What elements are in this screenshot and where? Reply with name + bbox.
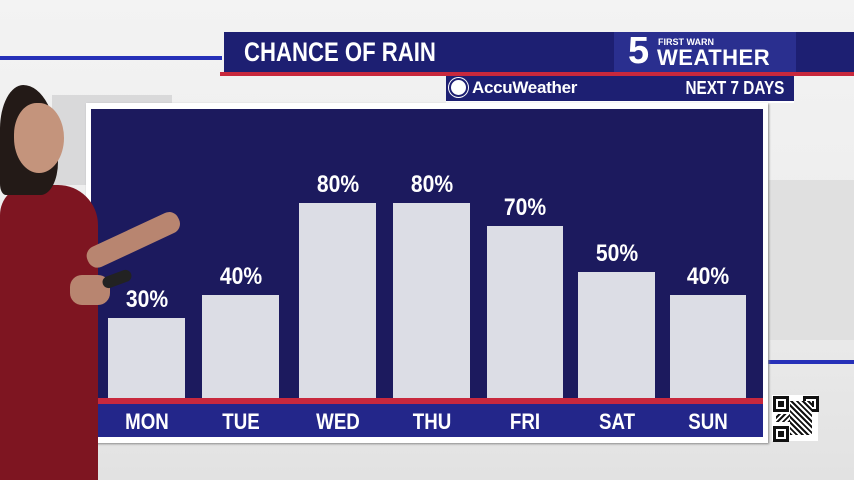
day-label-thu: THU bbox=[412, 409, 452, 434]
day-label-mon: MON bbox=[125, 409, 169, 434]
qr-code[interactable] bbox=[772, 395, 819, 442]
accuweather-sun-icon bbox=[451, 80, 466, 95]
presenter bbox=[0, 85, 134, 480]
logo-tagline: FIRST WARN bbox=[658, 37, 714, 47]
decorative-line bbox=[768, 360, 854, 364]
day-label-tue: TUE bbox=[222, 409, 260, 434]
station-logo: 5 FIRST WARN WEATHER bbox=[614, 30, 796, 72]
day-label-fri: FRI bbox=[509, 409, 541, 434]
bar-tue bbox=[202, 295, 279, 398]
bar-mon bbox=[108, 318, 185, 398]
qr-finder bbox=[773, 396, 789, 412]
presenter-dress bbox=[0, 185, 98, 480]
chart-title: CHANCE OF RAIN bbox=[244, 37, 436, 67]
logo-number: 5 bbox=[628, 30, 650, 72]
bar-fri bbox=[487, 226, 563, 398]
qr-data bbox=[790, 401, 812, 435]
bar-thu bbox=[393, 203, 470, 398]
day-label-sat: SAT bbox=[598, 409, 636, 434]
qr-data bbox=[776, 414, 790, 422]
logo-weather: WEATHER bbox=[657, 45, 771, 70]
chart-baseline bbox=[91, 398, 763, 404]
subtitle-bar: AccuWeather NEXT 7 DAYS bbox=[446, 76, 794, 103]
chart-area: 30% 40% 80% 80% 70% 50% 40% MON TUE WED … bbox=[91, 109, 763, 437]
qr-finder bbox=[773, 426, 789, 442]
title-underline bbox=[220, 72, 854, 76]
presenter-face bbox=[14, 103, 64, 173]
bar-wed bbox=[299, 203, 376, 398]
bar-value-label: 50% bbox=[595, 240, 639, 267]
bar-value-label: 80% bbox=[316, 171, 360, 198]
day-label-band bbox=[91, 404, 763, 437]
chart-frame: 30% 40% 80% 80% 70% 50% 40% MON TUE WED … bbox=[86, 103, 768, 443]
provider-name: AccuWeather bbox=[472, 78, 578, 97]
bar-value-label: 80% bbox=[410, 171, 454, 198]
bar-sat bbox=[578, 272, 655, 398]
bar-value-label: 70% bbox=[503, 194, 547, 221]
day-label-wed: WED bbox=[316, 409, 360, 434]
background-panel bbox=[768, 180, 854, 340]
decorative-line bbox=[0, 56, 222, 60]
bar-sun bbox=[670, 295, 746, 398]
forecast-period: NEXT 7 DAYS bbox=[685, 78, 784, 98]
day-label-sun: SUN bbox=[688, 409, 728, 434]
bar-value-label: 40% bbox=[686, 263, 730, 290]
bar-value-label: 40% bbox=[219, 263, 263, 290]
bar-value-label: 30% bbox=[125, 286, 169, 313]
